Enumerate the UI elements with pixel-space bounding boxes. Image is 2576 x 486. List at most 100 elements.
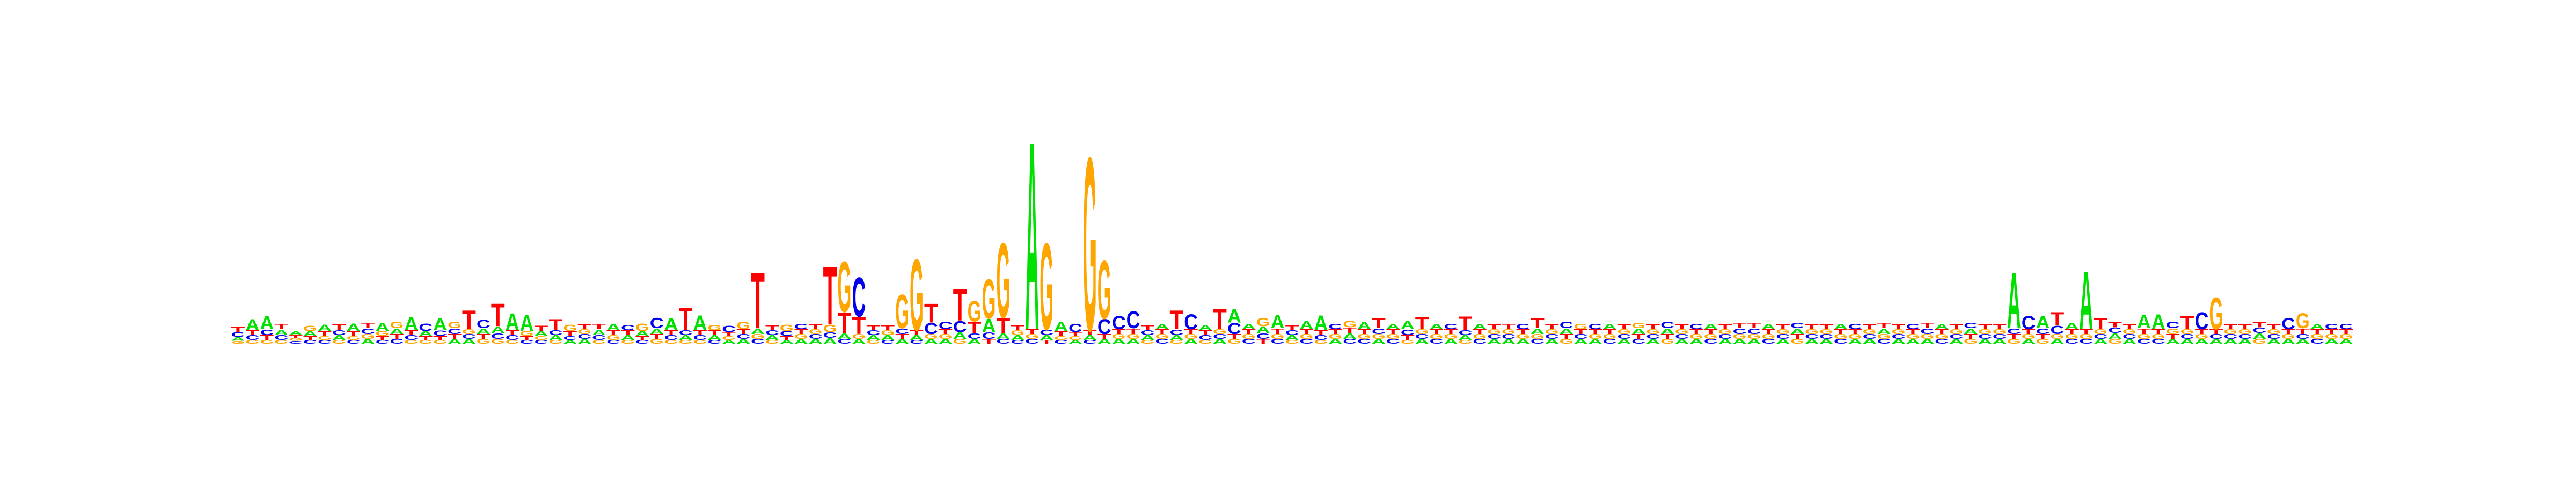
logo-letter-c: C [1531, 338, 1545, 345]
logo-letter-t: T [1372, 315, 1386, 332]
logo-letter-g: G [592, 339, 606, 345]
logo-letter-a: A [1602, 322, 1616, 331]
logo-letter-g: G [274, 339, 288, 345]
logo-letter-g: G [1169, 339, 1183, 345]
logo-letter-c: C [1790, 321, 1804, 330]
logo-letter-g: G [1299, 333, 1313, 340]
logo-letter-c: C [2296, 333, 2310, 340]
logo-letter-g: G [520, 330, 534, 338]
logo-letter-a: A [2065, 321, 2079, 331]
logo-letter-t: T [231, 325, 246, 334]
logo-letter-c: C [1430, 338, 1444, 345]
logo-letter-a: A [982, 316, 996, 337]
logo-letter-g: G [1487, 328, 1501, 336]
logo-letter-a: A [1834, 322, 1848, 331]
logo-letter-t: T [852, 313, 866, 340]
logo-letter-c: C [2281, 315, 2295, 333]
logo-letter-a: A [2123, 338, 2136, 345]
logo-letter-c: C [2209, 333, 2223, 340]
logo-letter-g: G [404, 339, 418, 345]
logo-letter-a: A [852, 338, 866, 345]
logo-letter-t: T [2339, 328, 2353, 336]
logo-letter-c: C [1574, 333, 1588, 340]
logo-letter-c: C [462, 333, 476, 340]
logo-letter-t: T [838, 307, 852, 340]
logo-letter-g: G [577, 328, 591, 336]
logo-letter-g: G [390, 320, 404, 330]
logo-letter-g: G [2267, 328, 2281, 336]
logo-letter-c: C [2180, 333, 2194, 340]
logo-letter-c: C [1848, 322, 1862, 331]
logo-letter-t: T [245, 329, 259, 337]
logo-letter-t: T [982, 338, 996, 345]
logo-letter-c: C [1617, 333, 1631, 340]
logo-letter-a: A [621, 334, 635, 342]
logo-letter-t: T [1011, 324, 1024, 332]
logo-letter-g: G [953, 338, 967, 345]
logo-letter-a: A [260, 313, 274, 333]
logo-letter-t: T [1560, 333, 1574, 340]
logo-letter-t: T [1704, 328, 1718, 336]
logo-letter-a: A [1964, 327, 1978, 336]
logo-letter-g: G [1126, 333, 1140, 340]
logo-letter-t: T [693, 329, 707, 337]
logo-letter-c: C [852, 266, 866, 329]
logo-letter-t: T [520, 335, 534, 341]
logo-letter-t: T [1155, 328, 1169, 336]
logo-letter-t: T [780, 335, 794, 341]
logo-letter-c: C [231, 331, 245, 338]
logo-letter-a: A [419, 330, 433, 337]
logo-letter-c: C [1184, 310, 1198, 334]
logo-letter-t: T [1458, 313, 1472, 335]
logo-letter-g: G [881, 329, 895, 337]
logo-letter-c: C [1386, 338, 1400, 345]
logo-letter-g: G [1560, 338, 1574, 345]
logo-letter-c: C [1401, 328, 1415, 337]
logo-letter-a: A [1892, 338, 1906, 345]
logo-letter-a: A [1430, 322, 1444, 331]
logo-letter-g: G [1834, 333, 1848, 340]
logo-letter-c: C [535, 339, 548, 345]
logo-letter-c: C [1819, 333, 1833, 340]
logo-letter-t: T [664, 329, 678, 337]
logo-letter-t: T [1718, 323, 1732, 331]
logo-letter-c: C [1357, 338, 1371, 345]
logo-letter-a: A [765, 334, 779, 342]
logo-letter-a: A [404, 314, 418, 335]
logo-letter-c: C [794, 322, 808, 331]
logo-letter-g: G [838, 246, 852, 327]
logo-letter-a: A [1920, 338, 1934, 345]
logo-letter-t: T [506, 329, 519, 337]
logo-letter-g: G [1993, 328, 2007, 336]
logo-letter-c: C [274, 334, 288, 342]
logo-letter-c: C [2325, 322, 2339, 331]
logo-letter-g: G [1805, 328, 1819, 336]
logo-letter-g: G [1141, 339, 1155, 345]
logo-letter-t: T [390, 333, 404, 340]
logo-letter-g: G [1718, 328, 1732, 336]
logo-letter-t: T [1892, 323, 1906, 331]
logo-letter-c: C [1054, 339, 1068, 345]
logo-letter-t: T [2252, 320, 2267, 329]
logo-letter-a: A [1040, 334, 1053, 342]
logo-letter-a: A [1069, 339, 1082, 345]
logo-letter-g: G [939, 333, 953, 340]
logo-letter-t: T [939, 328, 953, 336]
logo-letter-a: A [1776, 338, 1790, 345]
logo-letter-t: T [1141, 324, 1155, 332]
logo-letter-a: A [491, 325, 505, 335]
logo-letter-c: C [260, 328, 274, 337]
logo-letter-a: A [780, 339, 794, 345]
logo-letter-g: G [2079, 333, 2093, 340]
logo-letter-g: G [1589, 333, 1602, 340]
logo-letter-t: T [1761, 328, 1775, 336]
logo-letter-g: G [332, 339, 346, 345]
logo-letter-a: A [1372, 338, 1386, 345]
logo-letter-c: C [1256, 331, 1270, 340]
logo-letter-t: T [1949, 323, 1963, 331]
logo-letter-a: A [506, 308, 519, 336]
logo-letter-a: A [592, 328, 606, 337]
logo-letter-g: G [1631, 321, 1645, 330]
logo-letter-c: C [1689, 322, 1703, 331]
